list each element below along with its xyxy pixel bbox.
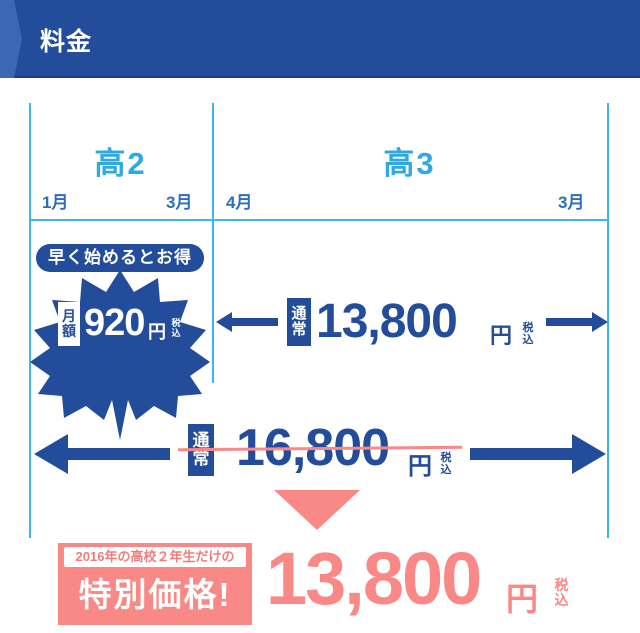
grade3-label: 高3 <box>383 146 436 181</box>
grid-line-left <box>29 103 31 538</box>
special-tax-note: 税 込 <box>554 578 569 608</box>
special-price: 13,800 <box>266 537 482 620</box>
early-bird-ribbon: 早く始めるとお得 <box>36 244 204 272</box>
regular-arrow-right-icon <box>470 434 606 474</box>
monthly-badge-char: 額 <box>62 323 76 339</box>
regular-badge-char: 常 <box>291 321 307 338</box>
grade3-start-month: 4月 <box>226 193 253 212</box>
grade3-price-unit: 円 <box>490 323 512 348</box>
regular-tax-note: 税 込 <box>440 452 452 476</box>
regular-arrow-left-icon <box>34 434 170 474</box>
tax-char: 税 <box>554 577 569 593</box>
grade2-end-month: 3月 <box>166 193 193 212</box>
grade3-arrow-left-icon <box>216 312 278 332</box>
grid-line-header-bottom <box>29 219 609 221</box>
tax-char: 込 <box>554 592 569 608</box>
early-tax-note: 税 込 <box>170 318 182 338</box>
special-note: 2016年の高校２年生だけの <box>64 547 246 567</box>
grade2-label: 高2 <box>94 146 147 181</box>
special-price-label: 2016年の高校２年生だけの 特別価格! <box>58 543 252 625</box>
regular-badge-char: 常 <box>192 449 210 468</box>
monthly-badge: 月 額 <box>58 302 80 346</box>
grade3-end-month: 3月 <box>558 193 585 212</box>
tax-char: 税 <box>522 322 534 334</box>
special-title: 特別価格! <box>78 576 232 613</box>
grade3-price: 13,800 <box>316 295 458 348</box>
tax-char: 込 <box>440 464 452 476</box>
tax-char: 税 <box>171 318 181 328</box>
tax-char: 込 <box>171 328 181 338</box>
grid-line-right <box>607 103 609 538</box>
grid-line-middle <box>212 103 214 383</box>
down-arrow-icon <box>274 490 360 530</box>
section-header: 料金 <box>0 0 640 78</box>
regular-badge-char: 通 <box>192 431 210 451</box>
grade2-start-month: 1月 <box>42 193 69 212</box>
tax-char: 税 <box>440 452 452 464</box>
regular-price-unit: 円 <box>408 453 432 480</box>
monthly-badge-char: 月 <box>62 308 76 325</box>
special-price-unit: 円 <box>506 581 539 617</box>
grade3-regular-badge: 通 常 <box>287 298 311 346</box>
page-title: 料金 <box>40 28 93 56</box>
early-price: 920 <box>84 302 145 344</box>
chevron-right-icon <box>0 0 22 78</box>
starburst-badge <box>30 270 210 440</box>
early-price-unit: 円 <box>148 322 166 342</box>
grade3-arrow-right-icon <box>546 312 608 332</box>
regular-badge-char: 通 <box>291 305 307 323</box>
grade3-tax-note: 税 込 <box>522 322 534 346</box>
tax-char: 込 <box>522 334 534 346</box>
